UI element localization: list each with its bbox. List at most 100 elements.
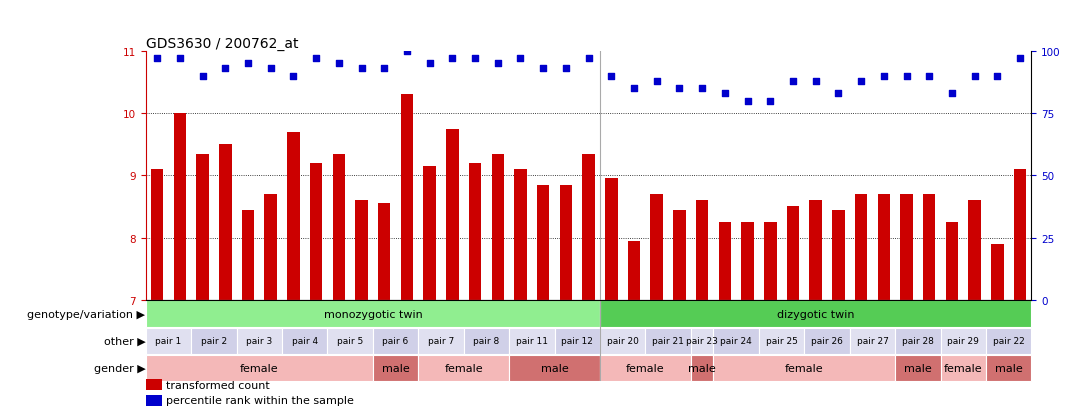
Text: female: female	[444, 363, 483, 373]
Point	[829, 90, 847, 97]
Bar	[895, 328, 941, 354]
Point	[240, 61, 257, 67]
Text: other ▶: other ▶	[104, 336, 146, 346]
Text: female: female	[785, 363, 824, 373]
Text: pair 8: pair 8	[473, 337, 500, 345]
Bar	[741, 223, 754, 300]
Point	[852, 78, 869, 85]
Bar	[509, 328, 554, 354]
Text: pair 6: pair 6	[382, 337, 408, 345]
Point	[308, 56, 325, 62]
Bar	[197, 154, 208, 300]
Text: pair 4: pair 4	[292, 337, 318, 345]
Bar	[191, 328, 237, 354]
Text: female: female	[240, 363, 279, 373]
Text: pair 23: pair 23	[686, 337, 718, 345]
Point	[489, 61, 507, 67]
Text: pair 21: pair 21	[652, 337, 684, 345]
Text: pair 24: pair 24	[720, 337, 752, 345]
Bar	[809, 201, 822, 300]
Point	[399, 48, 416, 55]
Bar	[718, 223, 731, 300]
Point	[217, 66, 234, 72]
Bar	[401, 95, 414, 300]
Point	[966, 73, 983, 80]
Bar	[759, 328, 805, 354]
Point	[671, 85, 688, 92]
Point	[149, 56, 166, 62]
Bar	[969, 201, 981, 300]
Text: dizygotic twin: dizygotic twin	[777, 309, 854, 319]
Text: pair 1: pair 1	[156, 337, 181, 345]
Point	[625, 85, 643, 92]
Text: genotype/variation ▶: genotype/variation ▶	[27, 309, 146, 319]
Bar	[423, 166, 436, 300]
Bar	[146, 380, 162, 390]
Point	[1011, 56, 1028, 62]
Bar	[600, 328, 646, 354]
Bar	[310, 164, 322, 300]
Text: pair 29: pair 29	[947, 337, 980, 345]
Point	[172, 56, 189, 62]
Bar	[146, 301, 600, 327]
Point	[535, 66, 552, 72]
Text: gender ▶: gender ▶	[94, 363, 146, 373]
Point	[580, 56, 597, 62]
Bar	[986, 328, 1031, 354]
Bar	[559, 185, 572, 300]
Bar	[491, 154, 504, 300]
Bar	[600, 355, 691, 381]
Bar	[673, 210, 686, 300]
Text: pair 27: pair 27	[856, 337, 889, 345]
Bar	[696, 201, 708, 300]
Bar	[786, 207, 799, 300]
Bar	[850, 328, 895, 354]
Bar	[282, 328, 327, 354]
Bar	[446, 129, 459, 300]
Text: pair 28: pair 28	[902, 337, 934, 345]
Point	[739, 98, 756, 104]
Point	[920, 73, 937, 80]
Point	[897, 73, 915, 80]
Bar	[878, 195, 890, 300]
Bar	[219, 145, 231, 300]
Bar	[287, 133, 299, 300]
Bar	[373, 355, 418, 381]
Text: percentile rank within the sample: percentile rank within the sample	[166, 396, 354, 406]
Bar	[691, 328, 714, 354]
Text: pair 5: pair 5	[337, 337, 363, 345]
Text: female: female	[944, 363, 983, 373]
Point	[444, 56, 461, 62]
Point	[330, 61, 348, 67]
Bar	[151, 170, 163, 300]
Point	[467, 56, 484, 62]
Text: pair 25: pair 25	[766, 337, 797, 345]
Bar	[646, 328, 691, 354]
Text: GDS3630 / 200762_at: GDS3630 / 200762_at	[146, 37, 298, 51]
Bar	[605, 179, 618, 300]
Point	[784, 78, 801, 85]
Point	[943, 90, 960, 97]
Text: male: male	[541, 363, 568, 373]
Text: male: male	[688, 363, 716, 373]
Text: pair 3: pair 3	[246, 337, 272, 345]
Point	[353, 66, 370, 72]
Bar	[537, 185, 550, 300]
Point	[875, 73, 892, 80]
Bar	[373, 328, 418, 354]
Bar	[265, 195, 276, 300]
Text: male: male	[381, 363, 409, 373]
Text: pair 22: pair 22	[993, 337, 1025, 345]
Point	[988, 73, 1005, 80]
Bar	[946, 223, 958, 300]
Bar	[582, 154, 595, 300]
Bar	[146, 395, 162, 406]
Bar	[832, 210, 845, 300]
Bar	[146, 328, 191, 354]
Point	[716, 90, 733, 97]
Point	[807, 78, 824, 85]
Bar	[355, 201, 368, 300]
Bar	[714, 328, 759, 354]
Bar	[174, 114, 186, 300]
Bar	[627, 241, 640, 300]
